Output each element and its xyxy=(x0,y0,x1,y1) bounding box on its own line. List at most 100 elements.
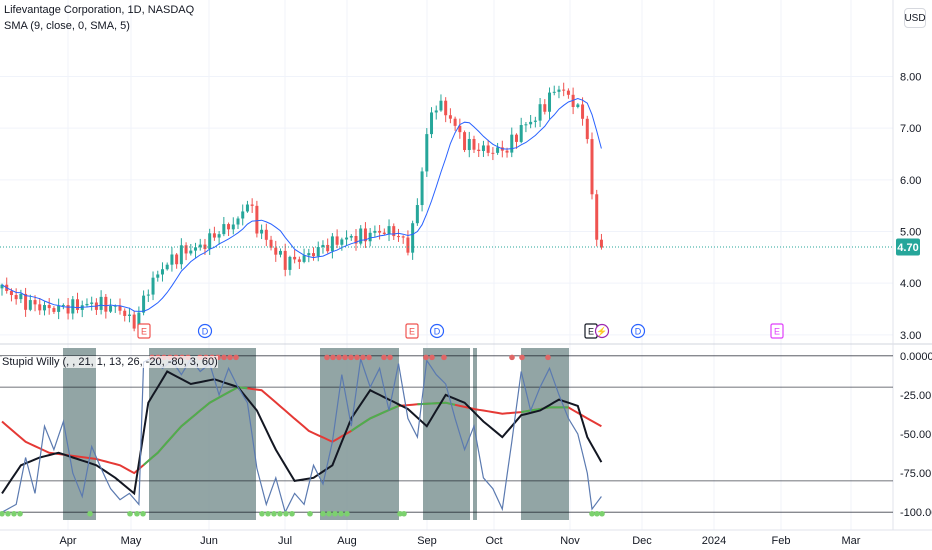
candle-body xyxy=(198,244,202,248)
oversold-dot xyxy=(589,510,595,517)
candle-body xyxy=(38,304,42,311)
sma-line xyxy=(1,97,602,312)
sma-legend[interactable]: SMA (9, close, 0, SMA, 5) xyxy=(4,20,130,32)
event-label: ⚡ xyxy=(596,325,607,337)
candle-body xyxy=(156,274,160,278)
candle-body xyxy=(52,308,56,312)
candle-body xyxy=(184,245,188,254)
candle-body xyxy=(477,149,481,152)
williams-r-line xyxy=(1,356,602,514)
candle-body xyxy=(297,259,301,262)
candle-body xyxy=(179,245,183,265)
candle-body xyxy=(321,244,325,248)
time-tick-label: Mar xyxy=(842,535,861,547)
event-label: D xyxy=(635,326,642,336)
candle-body xyxy=(444,100,448,116)
candle-body xyxy=(307,253,311,256)
candle-body xyxy=(538,104,542,121)
oversold-dot xyxy=(307,510,313,517)
candle-body xyxy=(0,284,4,289)
candle-body xyxy=(278,250,282,255)
candle-body xyxy=(245,204,249,212)
overbought-dot xyxy=(423,354,429,361)
candle-body xyxy=(411,223,415,253)
overbought-dot xyxy=(519,354,525,361)
candle-body xyxy=(458,125,462,133)
overbought-dot xyxy=(509,354,515,361)
oversold-dot xyxy=(397,510,403,517)
candle-body xyxy=(368,232,372,242)
event-markers[interactable]: E D E D E ⚡ D E xyxy=(137,323,784,339)
candle-body xyxy=(142,295,146,313)
oversold-dot xyxy=(289,510,295,517)
time-tick-label: Apr xyxy=(59,535,76,547)
candle-body xyxy=(61,305,65,307)
oversold-dot xyxy=(599,510,605,517)
candle-body xyxy=(491,152,495,154)
candle-body xyxy=(151,277,155,295)
time-tick-label: Feb xyxy=(772,535,791,547)
candle-body xyxy=(453,118,457,126)
candle-body xyxy=(90,302,94,304)
oversold-dot xyxy=(594,510,600,517)
currency-button[interactable]: USD xyxy=(904,8,926,28)
shaded-zone xyxy=(149,348,256,520)
slow-average-line-green xyxy=(142,386,569,466)
oversold-dot xyxy=(134,510,140,517)
candle-body xyxy=(227,224,231,230)
candle-body xyxy=(312,253,316,257)
axes: 8.00 7.00 6.00 5.00 4.00 3.00 0.0000 -25.00 -50.… xyxy=(59,72,932,548)
candle-body xyxy=(274,247,278,255)
candle-body xyxy=(524,124,528,126)
price-tick-label: 5.00 xyxy=(900,227,921,239)
shaded-zone xyxy=(423,348,470,520)
price-tick-label: 6.00 xyxy=(900,175,921,187)
time-tick-label: May xyxy=(121,535,142,547)
candle-body xyxy=(595,194,599,240)
candle-body xyxy=(401,236,405,238)
oversold-dot xyxy=(127,510,133,517)
candle-body xyxy=(585,118,589,140)
overbought-dot xyxy=(342,354,348,361)
candle-body xyxy=(434,110,438,113)
oversold-dot xyxy=(265,510,271,517)
candle-body xyxy=(396,236,400,238)
candle-body xyxy=(576,104,580,107)
oversold-dot xyxy=(401,510,407,517)
candle-body xyxy=(85,303,89,306)
indicator-legend[interactable]: Stupid Willy (, , 21, 1, 13, 26, -20, -8… xyxy=(2,356,218,368)
oversold-dot xyxy=(0,510,5,517)
candles xyxy=(0,82,603,336)
overbought-dot xyxy=(336,354,342,361)
candle-body xyxy=(363,228,367,242)
event-marker-dividend: D xyxy=(630,323,646,339)
candle-body xyxy=(505,150,509,153)
candle-body xyxy=(448,115,452,119)
candle-body xyxy=(194,247,198,251)
candle-body xyxy=(127,314,131,316)
candle-body xyxy=(170,254,174,265)
oversold-dot xyxy=(277,510,283,517)
time-tick-label: Jul xyxy=(278,535,292,547)
candle-body xyxy=(533,120,537,122)
event-marker-dividend: D xyxy=(429,323,445,339)
slow-average-line xyxy=(1,386,602,475)
candle-body xyxy=(288,256,292,270)
candle-body xyxy=(264,229,268,240)
overbought-dot xyxy=(233,354,239,361)
candle-body xyxy=(260,229,264,234)
candle-body xyxy=(189,250,193,254)
candle-body xyxy=(99,296,103,310)
event-label: E xyxy=(588,326,594,336)
event-label: E xyxy=(141,326,147,336)
candle-body xyxy=(548,92,552,112)
candle-body xyxy=(250,204,254,206)
candle-body xyxy=(47,305,51,309)
candle-body xyxy=(496,147,500,153)
time-tick-label: Aug xyxy=(337,535,357,547)
candle-body xyxy=(113,305,117,307)
overbought-dot xyxy=(545,354,551,361)
event-marker-earnings-past: E xyxy=(137,323,151,339)
svg-text:4.70: 4.70 xyxy=(897,242,918,254)
